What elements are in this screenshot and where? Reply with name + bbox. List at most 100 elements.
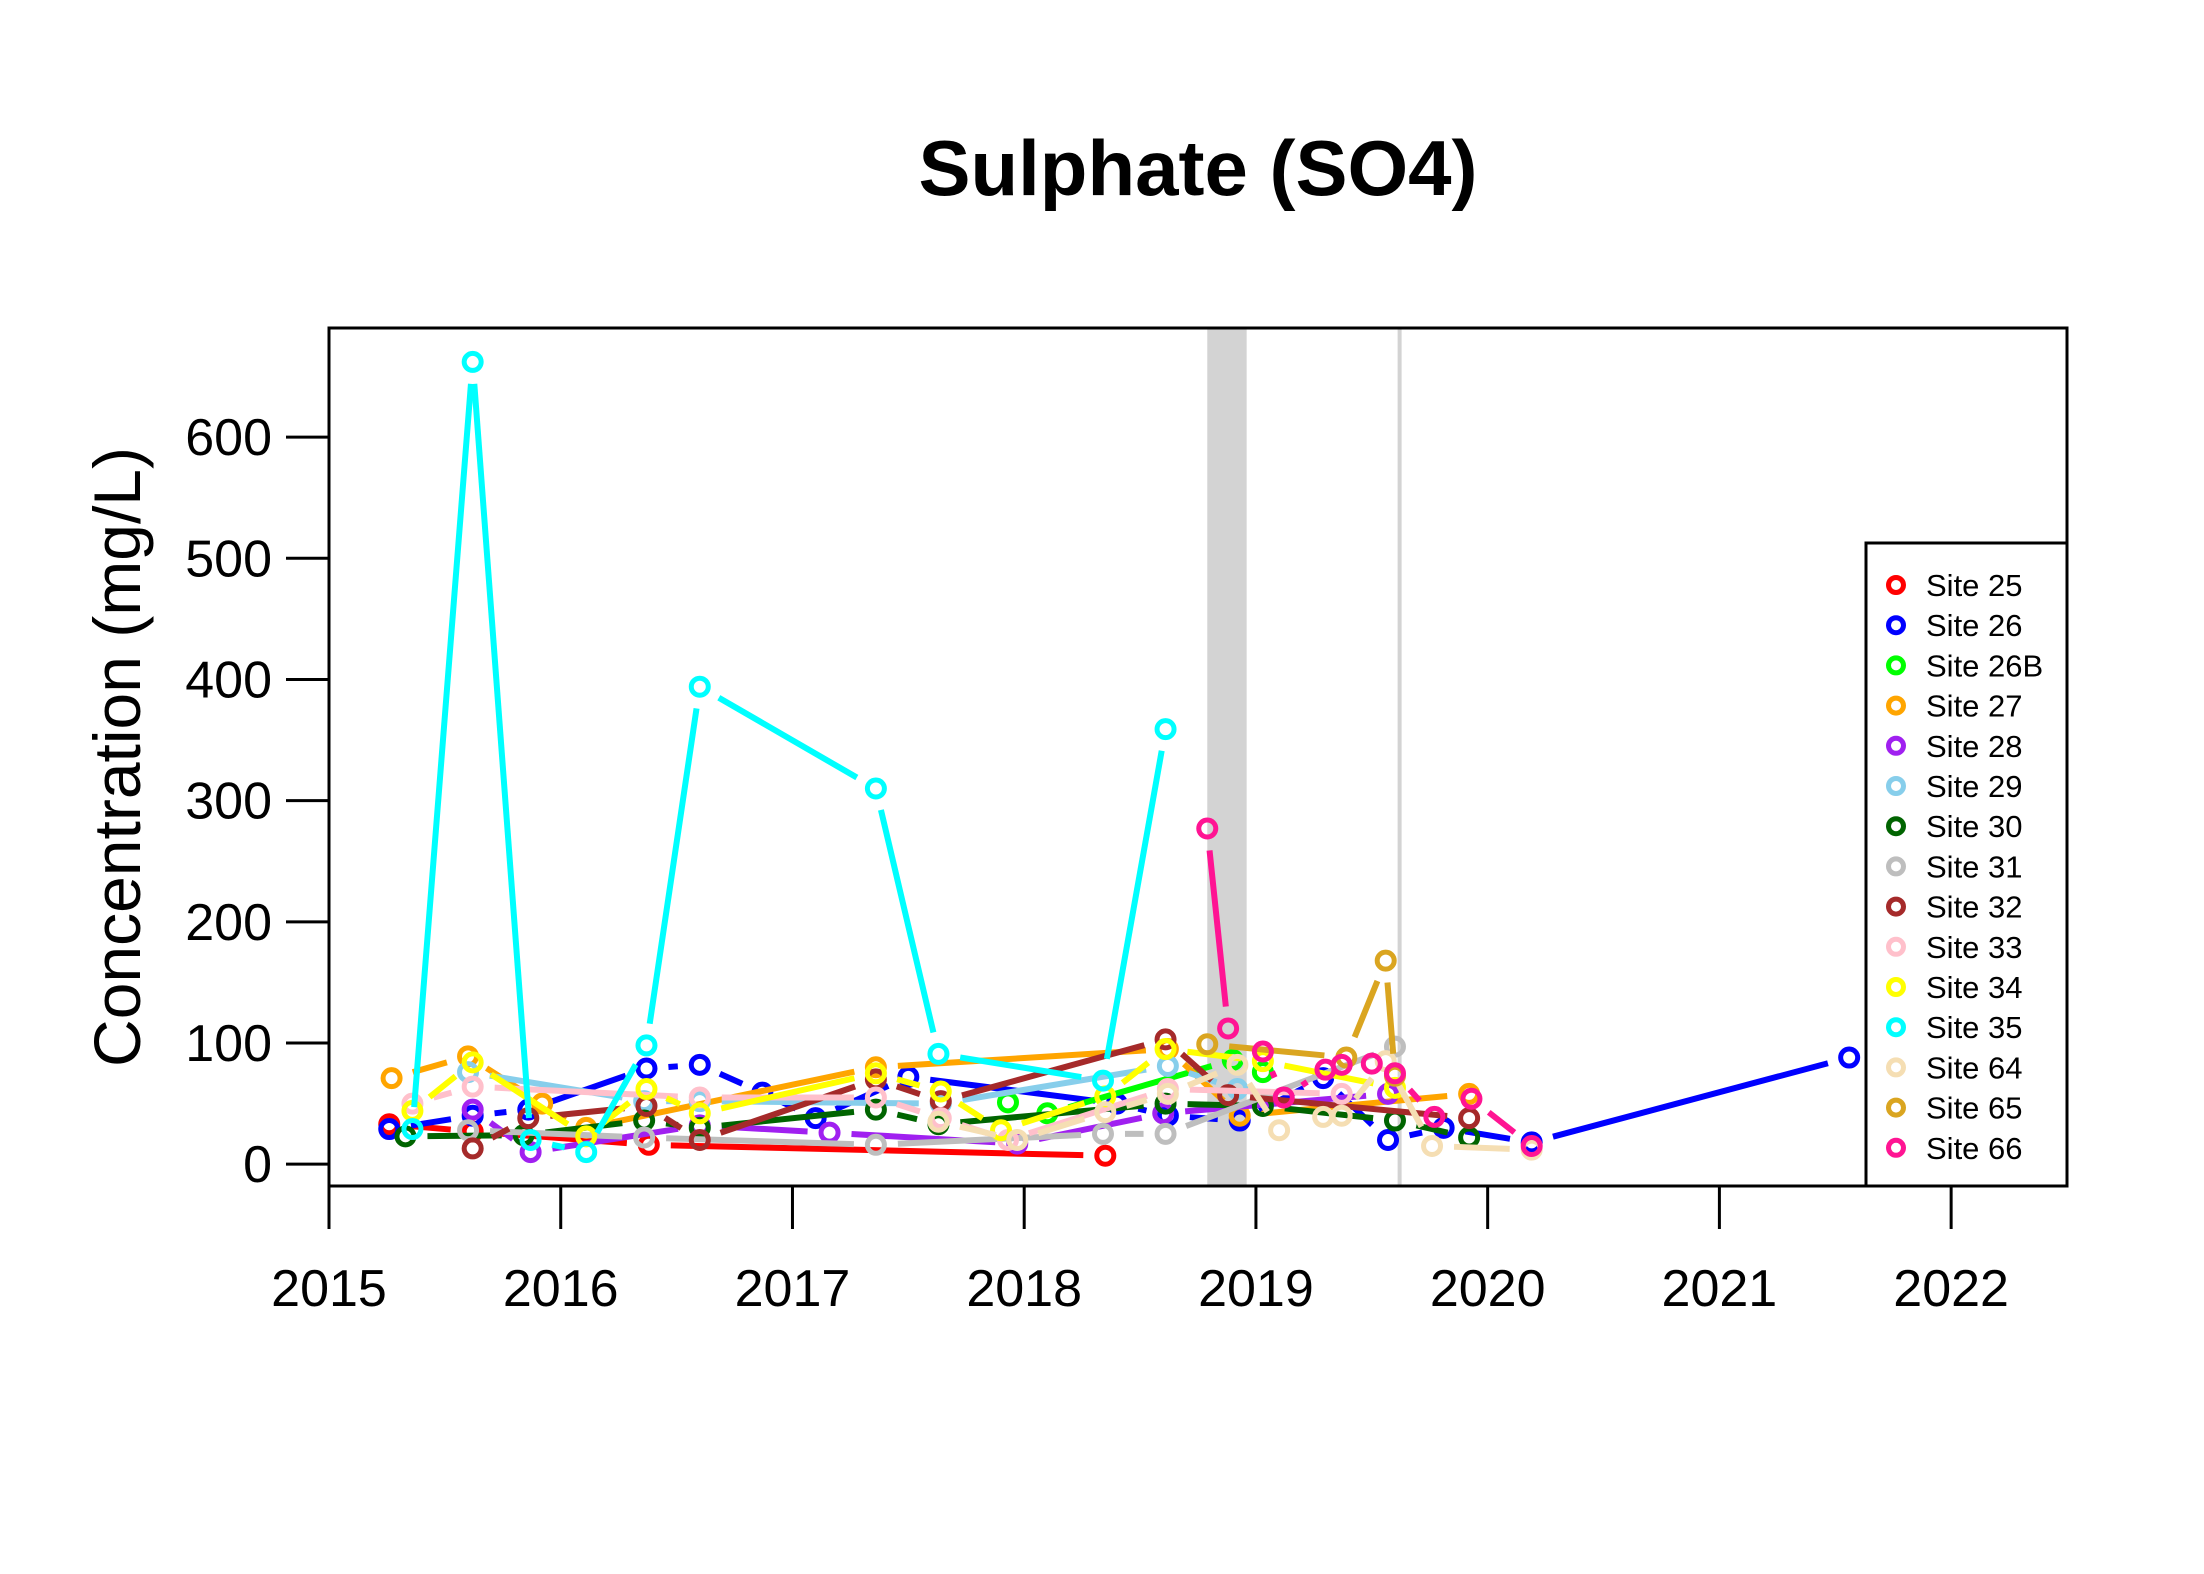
legend-label-site-31: Site 31 xyxy=(1926,849,2023,884)
segment-site-35 xyxy=(471,383,532,1119)
axes-layer: 2015 2016 2017 2018 2019 2020 2021 2022 0 100 200 3… xyxy=(185,409,2009,1318)
point-site-33 xyxy=(461,1075,484,1098)
segment-site-64 xyxy=(1246,1081,1270,1114)
legend-label-site-26b: Site 26B xyxy=(1926,648,2043,683)
point-site-66 xyxy=(1330,1053,1353,1076)
segment-site-29 xyxy=(961,1066,1147,1103)
segment-site-26 xyxy=(1408,1129,1423,1139)
segment-site-31 xyxy=(897,1131,1082,1147)
point-site-35 xyxy=(401,1118,424,1141)
legend-label-site-32: Site 32 xyxy=(1926,890,2023,925)
point-site-34 xyxy=(1154,1038,1177,1061)
point-site-28 xyxy=(461,1098,484,1121)
y-tick-label: 600 xyxy=(185,409,272,467)
point-site-35 xyxy=(927,1042,950,1065)
legend-marker-site-26 xyxy=(1886,615,1906,636)
y-tick-label: 200 xyxy=(185,894,272,952)
point-site-33 xyxy=(864,1086,887,1109)
segment-site-35 xyxy=(878,809,937,1034)
point-site-66 xyxy=(1460,1087,1483,1110)
segment-site-26 xyxy=(718,1071,744,1087)
segment-site-26 xyxy=(668,1063,679,1070)
point-site-34 xyxy=(635,1078,658,1101)
segment-site-34 xyxy=(427,1073,458,1100)
segment-site-65 xyxy=(1384,982,1397,1055)
segment-site-32 xyxy=(895,1083,921,1098)
segment-site-64 xyxy=(1353,1076,1375,1101)
point-site-26 xyxy=(1838,1046,1861,1069)
segment-site-31 xyxy=(666,1135,854,1148)
point-site-27 xyxy=(380,1067,403,1090)
legend-label-site-29: Site 29 xyxy=(1926,769,2023,804)
point-site-66 xyxy=(1272,1086,1295,1109)
legend-box xyxy=(1864,541,2069,1188)
point-site-66 xyxy=(1196,817,1219,840)
segment-site-32 xyxy=(490,1126,511,1141)
chart-title: Sulphate (SO4) xyxy=(918,124,1477,212)
segment-site-35 xyxy=(959,1054,1082,1081)
segment-site-35 xyxy=(411,383,474,1108)
segment-site-27 xyxy=(1181,1061,1226,1103)
point-site-35 xyxy=(635,1034,658,1057)
point-site-31 xyxy=(1091,1122,1114,1145)
point-site-65 xyxy=(1196,1033,1219,1056)
point-site-31 xyxy=(1154,1122,1177,1145)
segment-site-35 xyxy=(1103,750,1165,1060)
point-site-64 xyxy=(1094,1101,1117,1124)
legend-marker-site-27 xyxy=(1886,695,1906,716)
legend-marker-site-25 xyxy=(1886,575,1906,595)
legend-label-site-28: Site 28 xyxy=(1926,729,2023,764)
segment-site-66 xyxy=(1486,1109,1517,1135)
point-site-34 xyxy=(1251,1050,1274,1073)
legend-marker-site-33 xyxy=(1886,936,1906,957)
segment-site-66 xyxy=(1206,850,1229,1007)
segment-site-64 xyxy=(1125,1097,1148,1109)
legend-marker-site-29 xyxy=(1886,776,1906,796)
point-site-64 xyxy=(1006,1128,1029,1151)
segment-site-34 xyxy=(1021,1100,1086,1127)
y-tick-label: 400 xyxy=(185,651,272,709)
point-site-66 xyxy=(1251,1040,1274,1063)
segment-site-34 xyxy=(1283,1062,1375,1087)
point-site-66 xyxy=(1360,1052,1383,1075)
point-site-35 xyxy=(688,675,711,698)
legend-marker-site-65 xyxy=(1886,1097,1906,1118)
legend-label-site-66: Site 66 xyxy=(1926,1131,2023,1166)
segment-site-33 xyxy=(895,1101,921,1115)
legend: Site 25 Site 26 Site 26B Site 27 Site 28 Site… xyxy=(1864,541,2069,1188)
point-site-64 xyxy=(927,1110,950,1133)
point-site-35 xyxy=(519,1128,542,1151)
point-site-30 xyxy=(864,1098,887,1121)
legend-label-site-26: Site 26 xyxy=(1926,608,2023,643)
point-site-64 xyxy=(1226,1053,1249,1076)
segment-site-32 xyxy=(663,1115,683,1131)
point-site-64 xyxy=(1156,1082,1179,1105)
point-site-64 xyxy=(1330,1104,1353,1127)
point-site-32 xyxy=(461,1137,484,1160)
segment-site-65 xyxy=(1228,1043,1325,1059)
segment-site-64 xyxy=(959,1123,997,1138)
point-site-66 xyxy=(1217,1017,1240,1040)
point-site-32 xyxy=(1154,1028,1177,1051)
segment-site-34 xyxy=(957,1100,985,1121)
segment-site-35 xyxy=(717,695,859,781)
point-site-32 xyxy=(1458,1107,1481,1130)
legend-label-site-30: Site 30 xyxy=(1926,809,2023,844)
point-site-26 xyxy=(1377,1128,1400,1151)
segment-site-34 xyxy=(896,1076,921,1089)
point-site-32 xyxy=(688,1128,711,1151)
series-layer xyxy=(378,350,1861,1167)
point-site-64 xyxy=(1268,1119,1291,1142)
segment-site-34 xyxy=(665,1095,681,1107)
legend-label-site-34: Site 34 xyxy=(1926,970,2023,1005)
segment-site-66 xyxy=(1269,1070,1278,1079)
segment-site-33 xyxy=(432,1089,453,1101)
segment-site-64 xyxy=(1037,1115,1086,1137)
x-tick-label: 2021 xyxy=(1662,1260,1778,1318)
segment-site-34 xyxy=(1120,1060,1151,1086)
segment-site-26 xyxy=(1137,1105,1148,1114)
segment-site-26b xyxy=(1067,1063,1213,1111)
point-site-66 xyxy=(1423,1105,1446,1128)
